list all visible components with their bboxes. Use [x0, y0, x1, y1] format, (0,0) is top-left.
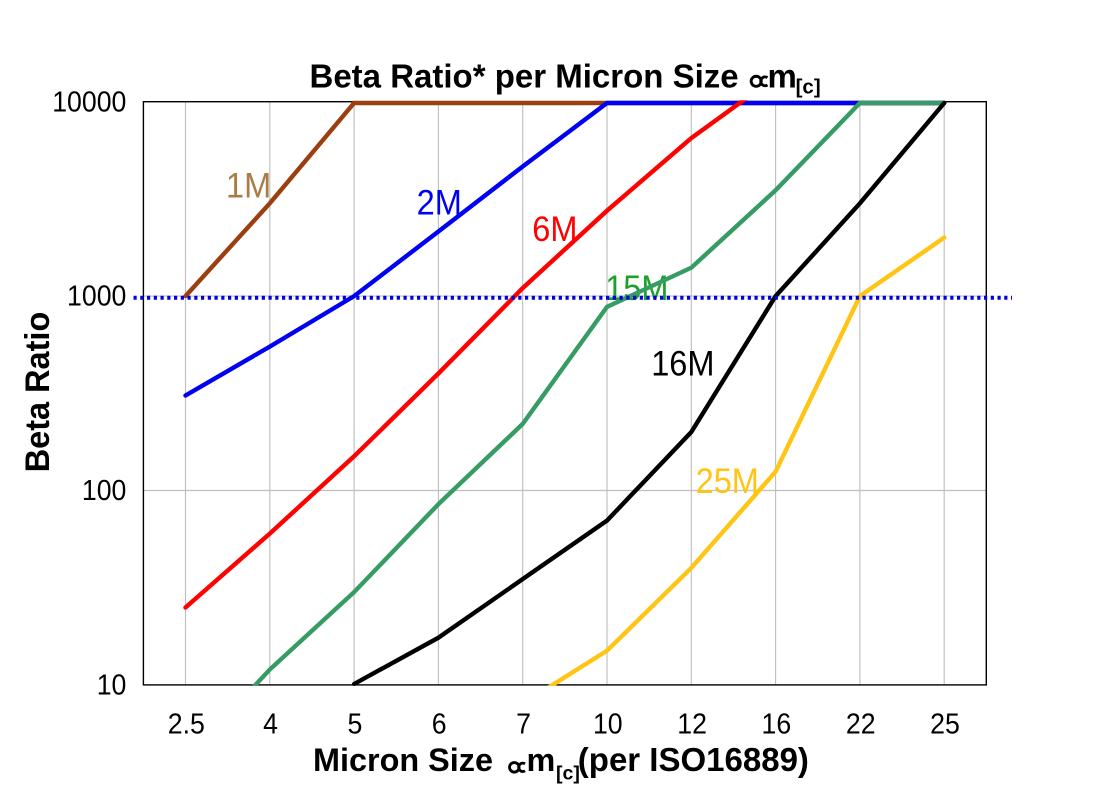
svg-text:2M: 2M — [417, 184, 462, 223]
svg-text:6: 6 — [432, 707, 447, 739]
svg-text:Micron Size: Micron Size — [313, 742, 493, 778]
svg-text:1M: 1M — [226, 167, 271, 206]
svg-text:10000: 10000 — [52, 85, 126, 117]
svg-text:[c]: [c] — [556, 762, 580, 784]
svg-text:25M: 25M — [696, 462, 759, 501]
svg-text:22: 22 — [846, 707, 876, 739]
svg-text:100: 100 — [82, 474, 127, 506]
svg-text:12: 12 — [677, 707, 707, 739]
svg-text:2.5: 2.5 — [168, 707, 205, 739]
svg-text:25: 25 — [930, 707, 960, 739]
svg-text:m: m — [768, 57, 797, 94]
svg-text:5: 5 — [347, 707, 362, 739]
svg-text:10: 10 — [97, 668, 127, 700]
svg-text:4: 4 — [263, 707, 278, 739]
svg-text:7: 7 — [516, 707, 531, 739]
svg-text:Beta Ratio: Beta Ratio — [20, 312, 58, 473]
svg-text:10: 10 — [593, 707, 623, 739]
svg-text:1000: 1000 — [67, 280, 126, 312]
svg-text:[c]: [c] — [796, 76, 821, 99]
svg-text:(per ISO16889): (per ISO16889) — [578, 741, 809, 778]
svg-text:m: m — [527, 742, 556, 778]
svg-text:Beta Ratio* per Micron Size: Beta Ratio* per Micron Size — [310, 57, 739, 94]
svg-text:16: 16 — [762, 707, 792, 739]
svg-text:16M: 16M — [651, 345, 714, 384]
